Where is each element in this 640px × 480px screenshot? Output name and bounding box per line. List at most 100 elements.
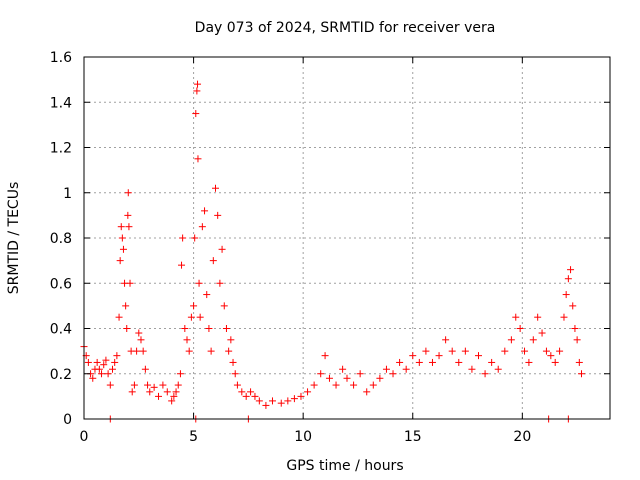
data-point [562,291,570,299]
data-point [297,392,305,400]
data-point [304,388,312,396]
data-point [461,347,469,355]
data-point [212,184,219,192]
data-point [95,365,103,373]
data-point [343,374,351,382]
data-point [125,223,133,231]
data-point [193,87,201,95]
data-point [573,336,581,344]
x-tick-label: 15 [404,429,422,445]
data-point [376,374,384,382]
data-point [317,370,325,378]
data-point [124,211,132,219]
data-point [435,352,443,360]
data-point [172,388,180,396]
data-point [356,370,364,378]
data-point [181,325,189,332]
data-point [409,352,417,360]
data-point [369,381,377,389]
data-point [534,313,542,321]
x-tick-label: 0 [80,429,89,445]
data-point [133,347,141,355]
data-point [106,381,114,389]
data-point [174,381,182,389]
x-tick-label: 10 [294,429,312,445]
data-point [521,347,529,355]
data-point [195,279,203,287]
data-point [560,313,568,321]
data-point [214,211,222,219]
data-point [190,302,198,310]
data-point [191,234,199,242]
data-point [225,347,233,355]
data-point [113,352,121,360]
data-point [218,245,226,253]
data-point [529,336,537,344]
data-point [525,358,533,366]
data-point [251,392,259,400]
y-tick-label: 1 [63,186,72,202]
data-point [538,329,546,337]
data-point [442,336,450,344]
data-point [229,358,237,366]
data-point [551,358,559,366]
y-tick-label: 0 [63,412,72,428]
data-point [163,388,171,396]
data-point [350,381,358,389]
data-point [119,245,127,253]
data-point [567,266,575,274]
y-tick-label: 0.8 [50,231,72,247]
data-point [556,347,564,355]
data-point [268,397,276,405]
data-point [194,155,202,163]
data-point [507,336,515,344]
axis-ticks [83,56,610,420]
data-point [339,365,347,373]
data-point [135,329,143,337]
tick-labels: 0 5 10 15 20 0 0.2 0.4 0.6 0.8 1 1.2 1.4 1.6 [50,50,532,445]
data-point [128,388,136,396]
data-point [402,365,410,373]
data-point [231,370,239,378]
y-tick-label: 1.4 [50,95,72,111]
data-point [216,279,224,287]
data-point [227,336,235,344]
data-point [183,336,191,344]
data-point [141,365,149,373]
data-point [255,397,263,405]
x-axis-title: GPS time / hours [286,458,403,474]
data-point [494,365,502,373]
data-point [247,388,255,396]
y-tick-label: 1.6 [50,50,72,66]
data-point [84,358,92,366]
data-point [150,383,158,391]
data-point [238,388,246,396]
data-point [242,392,250,400]
data-point [130,381,138,389]
data-point [159,381,167,389]
data-point [98,370,106,378]
data-point [396,358,404,366]
x-tick-label: 20 [513,429,531,445]
data-point [102,356,110,364]
data-point [170,392,178,400]
data-point [233,381,241,389]
data-point [137,336,145,344]
data-point [126,279,134,287]
data-point [325,374,333,382]
data-point [93,358,101,366]
data-point [146,388,154,396]
data-point [332,381,340,389]
data-point [422,347,430,355]
data-point [571,325,579,332]
data-point [284,397,292,405]
data-point [564,275,572,283]
data-point [290,395,298,403]
data-point [448,347,456,355]
data-point [488,358,496,366]
data-point [542,347,550,355]
data-point [578,370,586,378]
data-point [111,358,119,366]
data-point [196,313,204,321]
